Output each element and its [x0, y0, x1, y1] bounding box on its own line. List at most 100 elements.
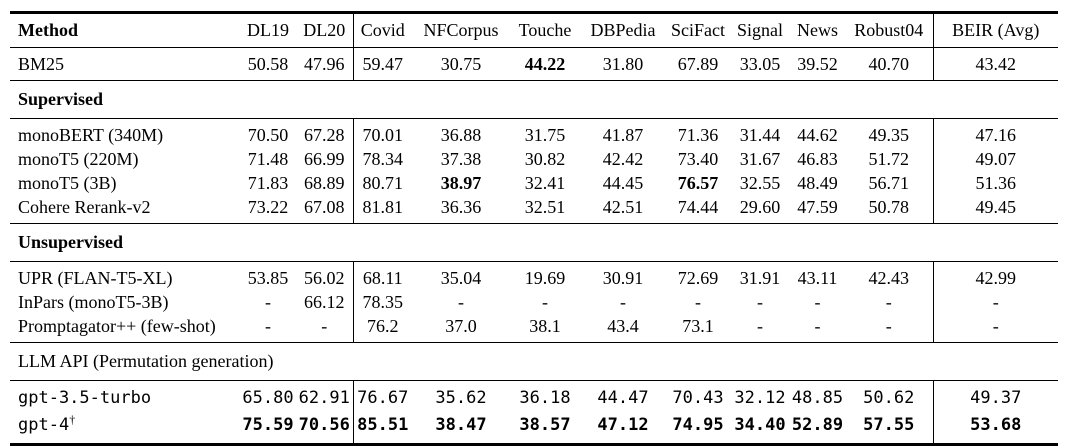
value-cell: 74.95 — [672, 415, 724, 435]
value-cell: 50.58 — [247, 54, 289, 74]
value-cell: 71.83 — [247, 173, 289, 193]
method-cell: InPars (monoT5-3B) — [18, 292, 169, 312]
results-table: Method DL19 DL20 Covid NFCorpus Touche DBPedia… — [10, 11, 1058, 446]
value-cell: 78.34 — [362, 149, 404, 169]
column-header-dl20: DL20 — [296, 12, 354, 48]
value-cell: 47.59 — [797, 197, 838, 217]
value-cell: 47.96 — [296, 47, 354, 81]
method-cell: gpt-4† — [18, 412, 76, 435]
value-cell: 46.83 — [797, 149, 838, 169]
value-cell: 32.12 — [734, 388, 786, 408]
value-cell: - — [542, 292, 548, 312]
table-row-upr-flan-t5-xl: UPR (FLAN-T5-XL) 53.85 56.02 68.11 35.04 19.6… — [10, 261, 1058, 290]
value-cell: 38.97 — [440, 173, 482, 193]
dagger-footnote-marker: † — [69, 412, 76, 427]
value-cell: 19.69 — [524, 268, 566, 288]
section-header-unsupervised: Unsupervised — [18, 232, 124, 252]
table-row-bm25: BM25 50.58 47.96 59.47 30.75 44.22 31.80 67.89 3… — [10, 47, 1058, 81]
value-cell: - — [695, 292, 701, 312]
table-row-cohere-rerank-v2: Cohere Rerank-v2 73.22 67.08 81.81 36.36 32.5… — [10, 195, 1058, 224]
value-cell: 66.12 — [296, 290, 354, 314]
value-cell: 70.56 — [296, 412, 354, 445]
value-cell: - — [757, 292, 763, 312]
value-cell: 76.2 — [367, 316, 399, 336]
method-cell: Cohere Rerank-v2 — [18, 197, 151, 217]
value-cell: 67.28 — [296, 118, 354, 147]
method-cell: monoBERT (340M) — [18, 125, 164, 145]
value-cell: 36.18 — [519, 388, 571, 408]
column-header-method: Method — [18, 20, 78, 40]
value-cell: 31.80 — [602, 54, 644, 74]
value-cell: 32.55 — [739, 173, 781, 193]
table-header: Method DL19 DL20 Covid NFCorpus Touche DBPedia… — [10, 12, 1058, 48]
value-cell: 73.40 — [677, 149, 719, 169]
value-cell: 85.51 — [357, 415, 409, 435]
value-cell: 29.60 — [739, 197, 781, 217]
value-cell: - — [814, 316, 821, 336]
table-row-monobert-340m: monoBERT (340M) 70.50 67.28 70.01 36.88 31.75… — [10, 118, 1058, 147]
value-cell: 34.40 — [734, 415, 786, 435]
value-cell: 35.62 — [435, 388, 487, 408]
value-cell: 74.44 — [677, 197, 719, 217]
section-header-supervised: Supervised — [18, 89, 104, 109]
column-header-robust04: Robust04 — [845, 12, 934, 48]
value-cell: 75.59 — [242, 415, 294, 435]
table-row-gpt-4: gpt-4† 75.59 70.56 85.51 38.47 38.57 47.12 74.9… — [10, 412, 1058, 445]
value-cell: 36.88 — [440, 125, 482, 145]
value-cell: 35.04 — [440, 268, 482, 288]
column-header-signal: Signal — [736, 20, 783, 40]
value-cell: 43.42 — [975, 54, 1017, 74]
value-cell: 70.01 — [362, 125, 404, 145]
value-cell: 42.99 — [975, 268, 1017, 288]
value-cell: 44.22 — [524, 54, 566, 74]
value-cell: - — [992, 316, 999, 336]
value-cell: 71.36 — [677, 125, 719, 145]
value-cell: 31.67 — [739, 149, 781, 169]
value-cell: 70.50 — [247, 125, 289, 145]
value-cell: - — [992, 292, 999, 312]
column-header-beir-avg: BEIR (Avg) — [952, 20, 1040, 40]
column-header-dl19: DL19 — [247, 20, 289, 40]
value-cell: 38.1 — [529, 316, 561, 336]
value-cell: 38.47 — [435, 415, 487, 435]
section-header-row: Supervised — [10, 81, 1058, 119]
section-header-row: Unsupervised — [10, 224, 1058, 262]
value-cell: 68.11 — [362, 268, 403, 288]
value-cell: - — [296, 314, 354, 343]
value-cell: - — [265, 316, 271, 336]
value-cell: 38.57 — [519, 415, 571, 435]
table-row-monot5-3b: monoT5 (3B) 71.83 68.89 80.71 38.97 32.41 44.4… — [10, 171, 1058, 195]
value-cell: 44.62 — [797, 125, 838, 145]
table-row-inpars-monot5-3b: InPars (monoT5-3B) - 66.12 78.35 - - - - - - - - — [10, 290, 1058, 314]
value-cell: 51.36 — [975, 173, 1017, 193]
value-cell: 76.67 — [357, 388, 409, 408]
value-cell: 66.99 — [296, 147, 354, 171]
value-cell: 44.45 — [602, 173, 644, 193]
column-header-scifact: SciFact — [671, 20, 725, 40]
value-cell: - — [757, 316, 763, 336]
value-cell: 49.07 — [975, 149, 1017, 169]
value-cell: 47.16 — [975, 125, 1017, 145]
method-cell: monoT5 (3B) — [18, 173, 117, 193]
table-row-promptagator-few-shot: Promptagator++ (few-shot) - -76.2 37.0 38.1 4… — [10, 314, 1058, 343]
value-cell: 30.91 — [602, 268, 644, 288]
value-cell: 30.75 — [440, 54, 482, 74]
value-cell: - — [458, 292, 464, 312]
value-cell: 41.87 — [602, 125, 644, 145]
value-cell: 31.44 — [739, 125, 781, 145]
table-row-monot5-220m: monoT5 (220M) 71.48 66.99 78.34 37.38 30.82 42… — [10, 147, 1058, 171]
column-header-dbpedia: DBPedia — [590, 20, 656, 40]
value-cell: 31.75 — [524, 125, 566, 145]
value-cell: 48.49 — [797, 173, 838, 193]
column-header-touche: Touche — [518, 20, 572, 40]
value-cell: 43.11 — [797, 268, 838, 288]
value-cell: 50.78 — [845, 195, 934, 224]
value-cell: 49.35 — [845, 118, 934, 147]
value-cell: 44.47 — [597, 388, 649, 408]
value-cell: 40.70 — [845, 47, 934, 81]
value-cell: 37.38 — [440, 149, 482, 169]
value-cell: 30.82 — [524, 149, 566, 169]
value-cell: 68.89 — [296, 171, 354, 195]
method-cell: monoT5 (220M) — [18, 149, 139, 169]
value-cell: 70.43 — [672, 388, 724, 408]
